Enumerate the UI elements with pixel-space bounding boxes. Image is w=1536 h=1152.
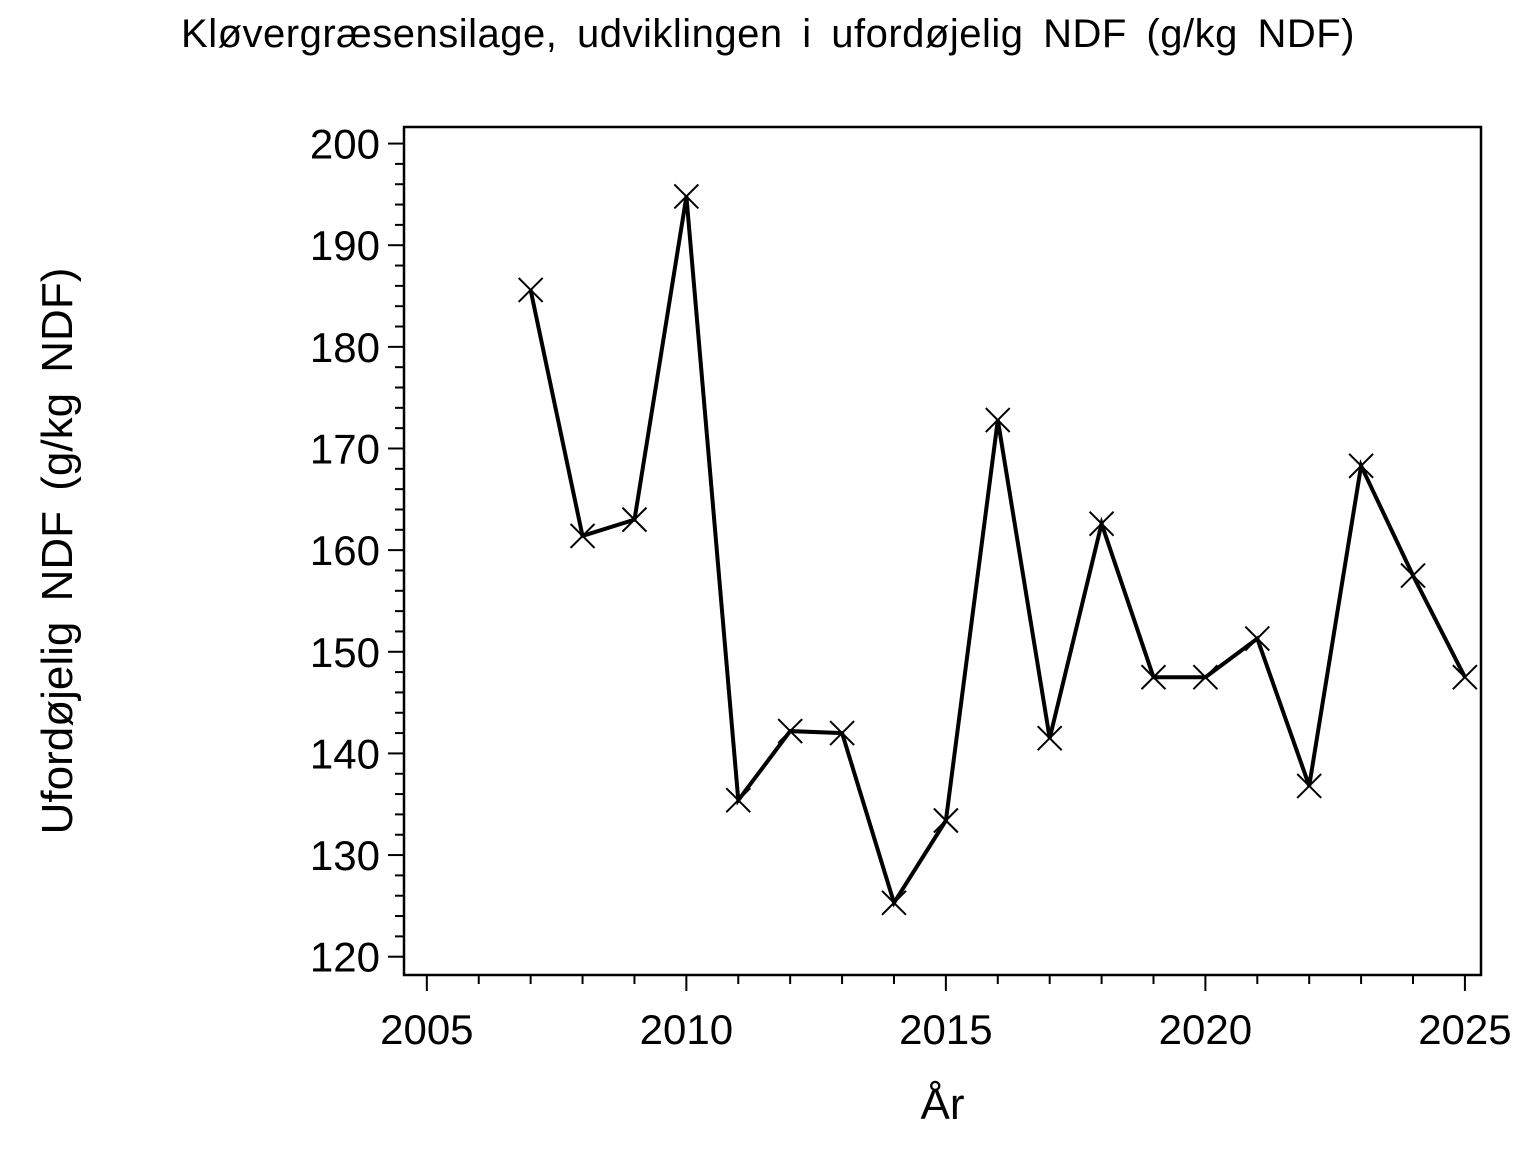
y-tick-label: 190 xyxy=(310,222,380,269)
data-point-marker xyxy=(673,183,700,210)
data-point-marker xyxy=(985,407,1011,433)
x-axis-title: År xyxy=(920,1080,965,1129)
x-tick-label: 2025 xyxy=(1418,1006,1511,1053)
data-point-marker xyxy=(829,720,855,746)
data-point-marker xyxy=(569,523,596,549)
data-point-marker xyxy=(1088,511,1115,537)
data-point-marker xyxy=(933,807,959,834)
x-tick-label: 2010 xyxy=(640,1006,733,1053)
x-tick-label: 2015 xyxy=(899,1006,992,1053)
data-point-marker xyxy=(1192,664,1219,690)
y-tick-label: 120 xyxy=(310,934,380,981)
y-axis-title: Ufordøjelig NDF (g/kg NDF) xyxy=(33,267,82,835)
y-tick-label: 160 xyxy=(310,527,380,574)
x-tick-label: 2005 xyxy=(380,1006,473,1053)
data-point-marker xyxy=(1036,725,1063,751)
data-point-marker xyxy=(1244,625,1271,652)
chart-title: Kløvergræsensilage, udviklingen i ufordø… xyxy=(181,12,1355,56)
data-point-marker xyxy=(517,277,544,303)
series-line xyxy=(528,196,1467,908)
y-tick-label: 140 xyxy=(310,730,380,777)
y-tick-label: 150 xyxy=(310,629,380,676)
data-point-marker xyxy=(1452,664,1478,690)
data-point-marker xyxy=(1296,773,1322,799)
y-tick-label: 130 xyxy=(310,832,380,879)
y-tick-label: 200 xyxy=(310,121,380,168)
x-tick-label: 2020 xyxy=(1159,1006,1252,1053)
plot-frame xyxy=(402,125,1483,977)
data-point-marker xyxy=(1400,562,1426,589)
data-point-marker xyxy=(881,890,907,916)
data-point-marker xyxy=(1140,664,1167,690)
data-point-marker xyxy=(725,787,751,813)
y-tick-label: 180 xyxy=(310,324,380,371)
y-tick-label: 170 xyxy=(310,425,380,472)
data-point-marker xyxy=(777,718,803,744)
data-point-marker xyxy=(621,506,648,533)
data-point-marker xyxy=(1348,453,1374,479)
